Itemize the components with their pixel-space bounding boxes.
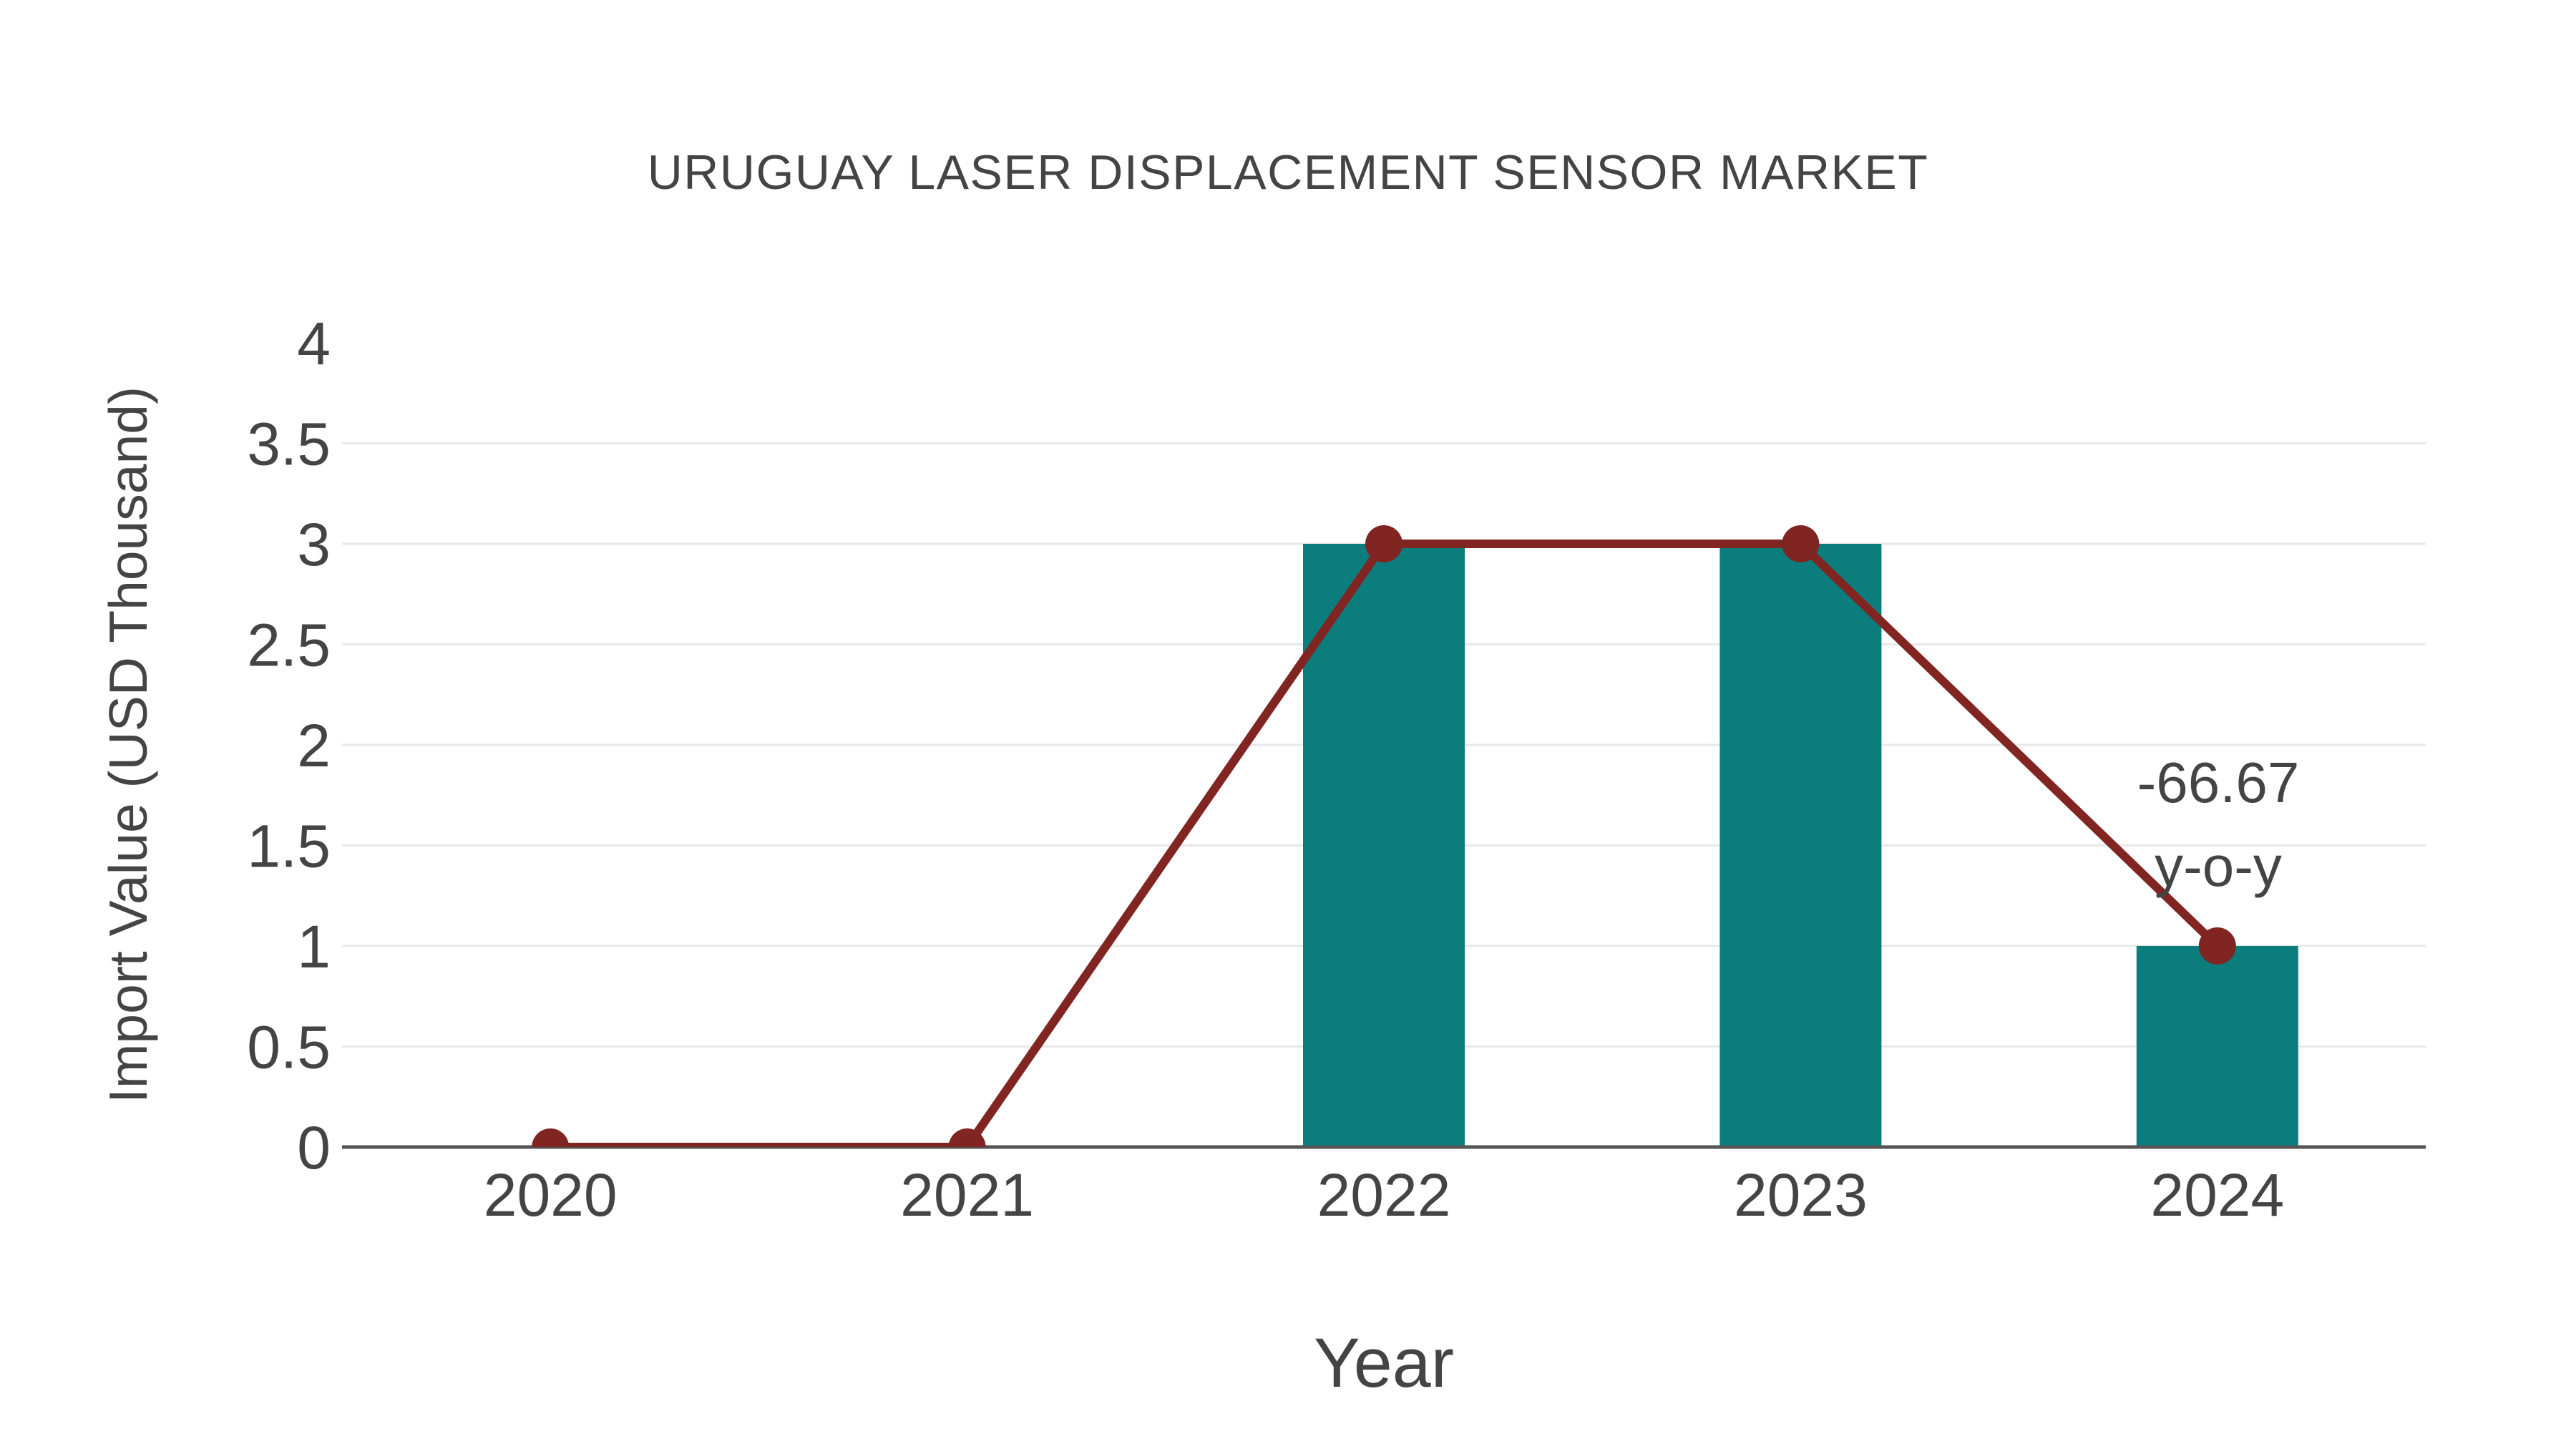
- x-tick-labels: 2020 2021 2022 2023 2024: [484, 1161, 2284, 1229]
- chart-title: URUGUAY LASER DISPLACEMENT SENSOR MARKET: [648, 145, 1929, 200]
- y-tick-label-0: 0: [297, 1114, 331, 1181]
- trend-marker-2022: [1365, 525, 1402, 562]
- trend-marker-2024: [2198, 927, 2236, 965]
- bar-2022: [1303, 544, 1465, 1147]
- x-tick-label-2021: 2021: [900, 1161, 1034, 1229]
- annotation-line-2: y-o-y: [2155, 834, 2282, 898]
- y-tick-label-1: 1: [297, 913, 331, 980]
- trend-marker-2023: [1782, 525, 1820, 562]
- y-tick-labels: 0 0.5 1 1.5 2 2.5 3 3.5 4: [247, 310, 331, 1181]
- line-series: [532, 525, 2236, 1147]
- y-tick-label-0.5: 0.5: [247, 1014, 331, 1081]
- y-tick-label-1.5: 1.5: [247, 813, 331, 880]
- y-tick-label-2: 2: [297, 712, 331, 779]
- bar-2023: [1719, 544, 1882, 1147]
- y-axis-title: Import Value (USD Thousand): [98, 386, 158, 1103]
- y-tick-label-2.5: 2.5: [247, 612, 331, 679]
- trend-marker-2021: [948, 1128, 986, 1147]
- x-tick-label-2023: 2023: [1734, 1161, 1868, 1229]
- y-tick-label-4: 4: [297, 310, 331, 377]
- x-tick-label-2024: 2024: [2150, 1161, 2284, 1229]
- bar-2024: [2136, 946, 2298, 1147]
- x-tick-label-2020: 2020: [484, 1161, 618, 1229]
- x-axis-title: Year: [1314, 1324, 1454, 1402]
- x-tick-label-2022: 2022: [1317, 1161, 1451, 1229]
- annotation-line-1: -66.67: [2137, 751, 2300, 814]
- bar-series: [1303, 544, 2298, 1147]
- y-tick-label-3.5: 3.5: [247, 411, 331, 478]
- trend-marker-2020: [532, 1128, 570, 1147]
- y-tick-label-3: 3: [297, 511, 331, 578]
